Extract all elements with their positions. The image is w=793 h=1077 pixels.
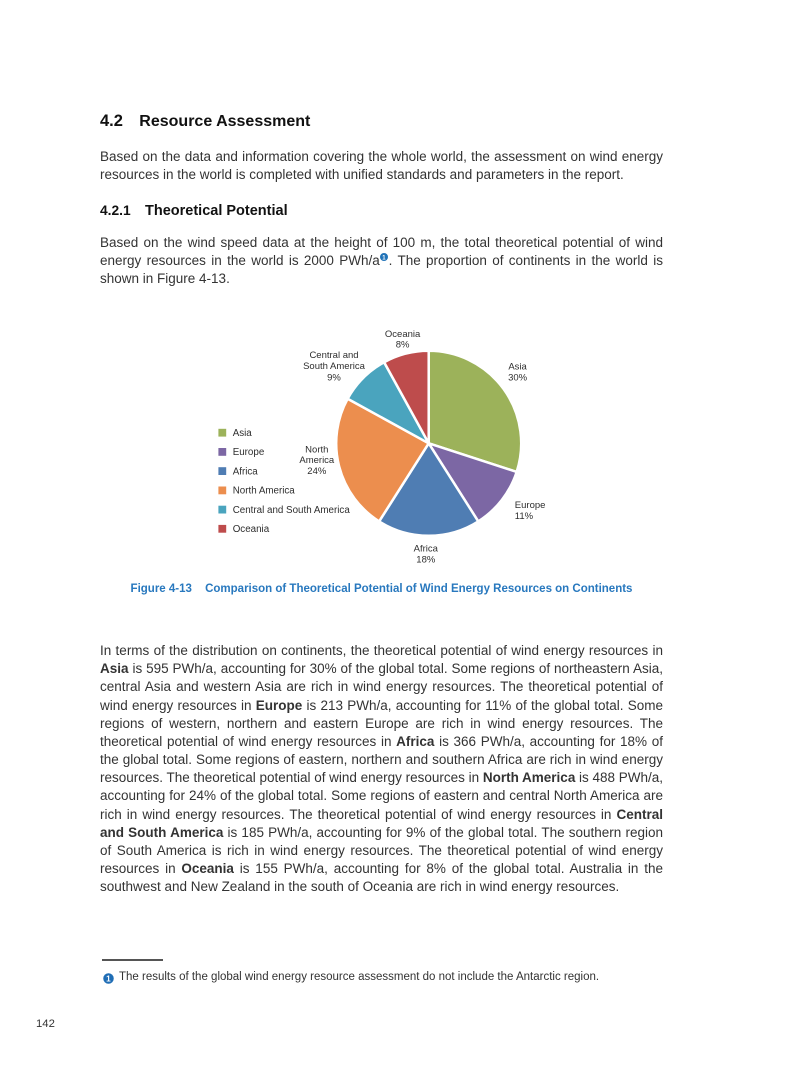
svg-text:30%: 30% xyxy=(508,372,528,383)
svg-text:Europe: Europe xyxy=(515,500,546,511)
svg-text:24%: 24% xyxy=(307,466,327,477)
svg-text:Europe: Europe xyxy=(233,447,265,458)
svg-text:18%: 18% xyxy=(416,555,436,566)
svg-text:South America: South America xyxy=(303,361,365,372)
svg-text:America: America xyxy=(299,455,335,466)
svg-text:Oceania: Oceania xyxy=(385,329,421,340)
svg-text:Asia: Asia xyxy=(233,428,253,439)
svg-text:North: North xyxy=(305,444,328,455)
svg-text:8%: 8% xyxy=(396,340,410,351)
svg-text:North America: North America xyxy=(233,486,296,497)
svg-text:9%: 9% xyxy=(327,372,341,383)
svg-text:Africa: Africa xyxy=(414,544,439,555)
svg-text:Oceania: Oceania xyxy=(233,524,270,535)
svg-text:Central and South America: Central and South America xyxy=(233,505,351,516)
svg-text:1: 1 xyxy=(382,256,386,262)
svg-text:Central and: Central and xyxy=(309,350,358,361)
svg-text:11%: 11% xyxy=(515,511,534,522)
svg-text:Asia: Asia xyxy=(508,362,527,373)
svg-text:Africa: Africa xyxy=(233,466,259,477)
svg-text:1: 1 xyxy=(106,974,111,983)
